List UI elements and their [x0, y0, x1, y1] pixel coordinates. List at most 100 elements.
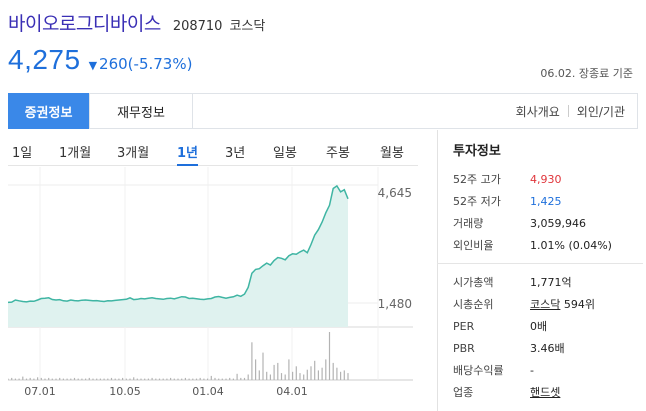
tab-period-monthly[interactable]: 월봉 [380, 146, 404, 161]
info-row-per: PER 0배 [453, 315, 643, 337]
info-label: 외인비율 [453, 239, 494, 252]
volume-bar [147, 378, 149, 380]
volume-bar [114, 378, 116, 380]
info-value: 1,771억 [530, 276, 572, 289]
volume-bar [321, 367, 323, 380]
tab-period-3m[interactable]: 3개월 [117, 146, 150, 161]
volume-bar [328, 332, 331, 380]
volume-bar [40, 377, 42, 380]
tab-links: 회사개요 외인/기관 [516, 94, 625, 128]
volume-bar [218, 378, 220, 380]
volume-bar [144, 378, 146, 380]
y-min-label: 1,480 [378, 297, 412, 311]
tab-period-3y[interactable]: 3년 [225, 146, 246, 161]
info-row-dividend: 배당수익률 - [453, 359, 643, 381]
volume-bar [99, 378, 101, 380]
volume-bar [162, 378, 164, 380]
info-value: 코스닥 594위 [530, 296, 595, 312]
current-price: 4,275 [8, 44, 81, 75]
volume-bar [277, 362, 279, 380]
volume-bar [192, 378, 194, 380]
volume-bar [88, 377, 90, 380]
volume-bar [325, 359, 327, 380]
x-tick-label: 04.01 [276, 385, 308, 398]
volume-bar [255, 359, 257, 380]
tab-securities-info[interactable]: 증권정보 [8, 93, 89, 129]
volume-bar [306, 369, 308, 380]
volume-bar [310, 366, 312, 380]
volume-bar [332, 362, 334, 380]
price-chart[interactable]: 4,645 1,480 07.01 10.05 01.04 04.01 [7, 167, 418, 411]
volume-bar [199, 377, 201, 380]
volume-bar [188, 378, 190, 380]
x-tick-label: 01.04 [192, 385, 224, 398]
volume-bar [155, 378, 157, 380]
volume-bar [81, 378, 83, 380]
volume-bar [62, 378, 64, 380]
info-label: 52주 저가 [453, 195, 501, 208]
info-label: 거래량 [453, 217, 484, 230]
volume-bar [347, 373, 349, 380]
info-label: 시가총액 [453, 276, 494, 289]
tab-period-1y[interactable]: 1년 [177, 142, 199, 166]
info-heading: 투자정보 [453, 144, 501, 159]
volume-bar [181, 378, 183, 380]
volume-bar [299, 373, 301, 380]
sector-link[interactable]: 핸드셋 [530, 386, 561, 399]
info-value: - [530, 363, 534, 377]
volume-bar [85, 378, 87, 380]
volume-bar [343, 370, 345, 380]
volume-bar [203, 378, 205, 380]
volume-bar [292, 371, 294, 380]
rank-value: 594위 [563, 298, 595, 311]
volume-bar [229, 377, 231, 380]
volume-bar [221, 378, 223, 380]
volume-bar [158, 378, 161, 380]
stock-title: 바이오로그디바이스 208710 코스닥 [8, 9, 266, 35]
tab-period-1d[interactable]: 1일 [12, 146, 33, 161]
info-row-rank: 시총순위 코스닥 594위 [453, 293, 643, 315]
volume-bar [210, 375, 212, 380]
volume-bar [48, 377, 50, 380]
volume-bar [44, 378, 46, 380]
rank-market-link[interactable]: 코스닥 [530, 298, 561, 311]
tab-financial-info[interactable]: 재무정보 [89, 93, 193, 129]
volume-bar [177, 378, 179, 380]
volume-bar [73, 377, 76, 380]
price-area [8, 185, 348, 327]
volume-bar [314, 360, 316, 380]
tab-period-daily[interactable]: 일봉 [273, 146, 297, 161]
company-overview-link[interactable]: 회사개요 [515, 104, 560, 119]
volume-bar [37, 377, 39, 380]
volume-bar [22, 376, 24, 380]
volume-bar [77, 378, 79, 380]
volume-bar [29, 377, 31, 380]
volume-bar [51, 378, 53, 380]
stock-market: 코스닥 [229, 19, 266, 34]
volume-bar [195, 378, 198, 380]
volume-bar [184, 377, 186, 380]
price-line [7, 184, 349, 304]
info-tabs: 증권정보 재무정보 회사개요 외인/기관 [8, 93, 638, 129]
tab-period-weekly[interactable]: 주봉 [326, 146, 350, 161]
volume-bar [262, 352, 264, 380]
info-row-pbr: PBR 3.46배 [453, 337, 643, 359]
volume-bar [317, 370, 319, 380]
volume-bar [207, 378, 209, 380]
volume-bar [273, 364, 275, 380]
volume-bar [336, 367, 338, 380]
x-tick-label: 10.05 [109, 385, 141, 398]
investor-link[interactable]: 외인/기관 [576, 104, 625, 119]
volume-bar [11, 377, 13, 380]
stock-name[interactable]: 바이오로그디바이스 [8, 13, 161, 35]
info-row-52w-low: 52주 저가 1,425 [453, 190, 643, 212]
info-label: PBR [453, 341, 475, 355]
info-value: 1,425 [530, 194, 562, 208]
volume-bar [33, 378, 35, 380]
tab-period-1m[interactable]: 1개월 [59, 146, 92, 161]
volume-bar [247, 374, 249, 380]
volume-bar [280, 373, 283, 380]
volume-bar [266, 371, 268, 380]
volume-bar [151, 377, 153, 380]
volume-bar [129, 378, 131, 380]
